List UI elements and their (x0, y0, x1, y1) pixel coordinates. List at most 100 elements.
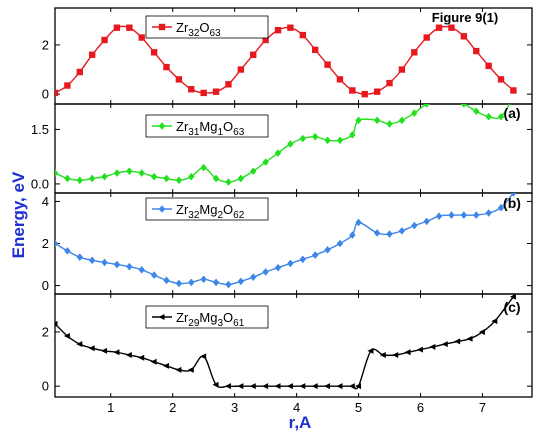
data-point (373, 88, 381, 95)
data-point (274, 263, 282, 272)
x-ticks: 1 2 3 4 5 6 7 (107, 400, 486, 415)
data-point (113, 349, 120, 356)
data-point (237, 66, 245, 73)
series-2 (55, 104, 511, 186)
data-point (88, 345, 95, 352)
data-point (101, 347, 108, 354)
data-point (175, 279, 183, 288)
data-point (435, 24, 443, 31)
data-point (250, 51, 257, 58)
data-point (423, 34, 430, 41)
data-point (250, 167, 257, 176)
data-point (225, 280, 232, 289)
data-point (55, 89, 59, 97)
legend-label: Zr29Mg3O61 (176, 310, 245, 329)
x-tick-label: 1 (107, 400, 114, 415)
y-tick-label: 0.0 (31, 176, 49, 191)
data-point (324, 383, 331, 390)
data-point (460, 104, 468, 108)
panels: 0 2 Zr32O63 0.0 1.5 Zr31Mg1O63 (a) 0 2 4 Zr32Mg2O6… (31, 7, 533, 398)
data-point (429, 343, 436, 350)
data-point (175, 176, 183, 185)
data-point (287, 259, 294, 268)
data-point (367, 347, 374, 354)
data-point (311, 46, 319, 54)
data-point (88, 174, 96, 183)
data-point (349, 131, 356, 139)
data-point (379, 351, 386, 358)
data-point (225, 178, 232, 186)
data-point (510, 87, 517, 94)
data-point (64, 82, 71, 89)
y-tick-label: 2 (42, 236, 49, 251)
x-tick-label: 7 (479, 400, 486, 415)
data-point (138, 266, 145, 274)
y-tick-label: 2 (42, 37, 49, 52)
data-point (125, 351, 132, 358)
y-axis-label: Energy, eV (9, 171, 28, 258)
data-point (88, 51, 96, 58)
data-point (336, 383, 343, 390)
data-point (460, 211, 468, 219)
panel-label: (b) (503, 195, 521, 211)
data-point (355, 383, 362, 390)
y-tick-label: 0 (42, 278, 49, 293)
series-4 (55, 294, 516, 390)
data-point (386, 230, 393, 238)
y-tick-label: 0 (42, 87, 49, 102)
data-point (299, 31, 306, 39)
data-point (336, 76, 344, 83)
x-tick-label: 5 (355, 400, 362, 415)
data-point (336, 239, 344, 248)
data-point (485, 62, 492, 70)
data-point (150, 271, 158, 279)
data-point (491, 318, 498, 325)
data-point (324, 246, 331, 254)
data-point (386, 79, 393, 87)
data-point (101, 258, 108, 267)
data-point (63, 333, 70, 340)
data-point (466, 335, 473, 342)
data-point (336, 136, 344, 145)
legend-box (145, 305, 269, 329)
data-point (200, 89, 207, 97)
data-point (138, 34, 145, 41)
legend-4: Zr29Mg3O61 (145, 305, 269, 329)
data-point (416, 346, 423, 353)
data-point (113, 169, 121, 177)
data-point (423, 217, 430, 226)
data-point (187, 366, 194, 373)
data-point (287, 140, 294, 148)
data-point (355, 116, 362, 125)
data-point (274, 26, 282, 34)
data-point (237, 277, 245, 286)
data-point (349, 87, 356, 94)
data-point (126, 167, 133, 176)
data-point (311, 132, 319, 141)
panel-frame (54, 293, 533, 398)
data-point (286, 383, 293, 390)
data-point (404, 349, 411, 356)
legend-marker (158, 314, 165, 320)
data-point (138, 354, 145, 361)
data-point (497, 76, 505, 83)
legend-label: Zr32Mg2O62 (176, 202, 245, 221)
data-point (76, 68, 83, 76)
data-point (398, 66, 406, 73)
data-point (423, 104, 430, 108)
data-point (411, 109, 418, 117)
y-tick-label: 0 (42, 379, 49, 394)
data-point (212, 278, 220, 287)
data-point (497, 112, 505, 121)
data-point (55, 239, 59, 248)
data-point (299, 255, 306, 264)
data-point (441, 341, 448, 348)
data-point (485, 112, 492, 121)
data-point (212, 88, 220, 95)
data-point (411, 221, 418, 230)
legend-label: Zr32O63 (176, 20, 221, 39)
data-point (361, 90, 368, 98)
x-tick-label: 3 (231, 400, 238, 415)
legend-box (145, 15, 269, 39)
data-point (262, 268, 269, 276)
